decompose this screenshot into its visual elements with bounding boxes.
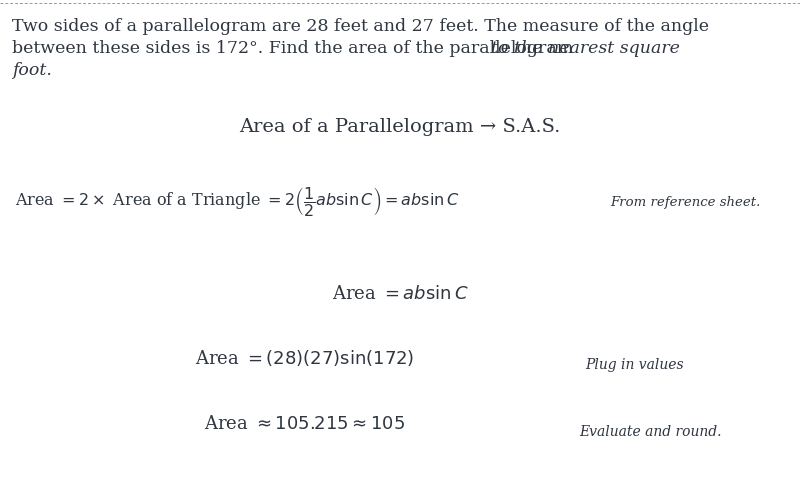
Text: foot.: foot. (12, 62, 52, 79)
Text: Area $= ab\sin C$: Area $= ab\sin C$ (332, 285, 468, 303)
Text: to the nearest square: to the nearest square (491, 40, 680, 57)
Text: Two sides of a parallelogram are 28 feet and 27 feet. The measure of the angle: Two sides of a parallelogram are 28 feet… (12, 18, 709, 35)
Text: Area $= 2 \times$ Area of a Triangle $= 2\left(\dfrac{1}{2}ab\sin C\right) = ab\: Area $= 2 \times$ Area of a Triangle $= … (15, 185, 459, 218)
Text: Area $\approx 105.215 \approx 105$: Area $\approx 105.215 \approx 105$ (204, 415, 406, 433)
Text: Area of a Parallelogram → S.A.S.: Area of a Parallelogram → S.A.S. (239, 118, 561, 136)
Text: Evaluate and round.: Evaluate and round. (578, 425, 722, 439)
Text: Area $= (28)(27)\sin(172)$: Area $= (28)(27)\sin(172)$ (195, 348, 414, 368)
Text: between these sides is 172°. Find the area of the parallelogram: between these sides is 172°. Find the ar… (12, 40, 578, 57)
Text: From reference sheet.: From reference sheet. (610, 196, 760, 209)
Text: Plug in values: Plug in values (586, 358, 684, 372)
